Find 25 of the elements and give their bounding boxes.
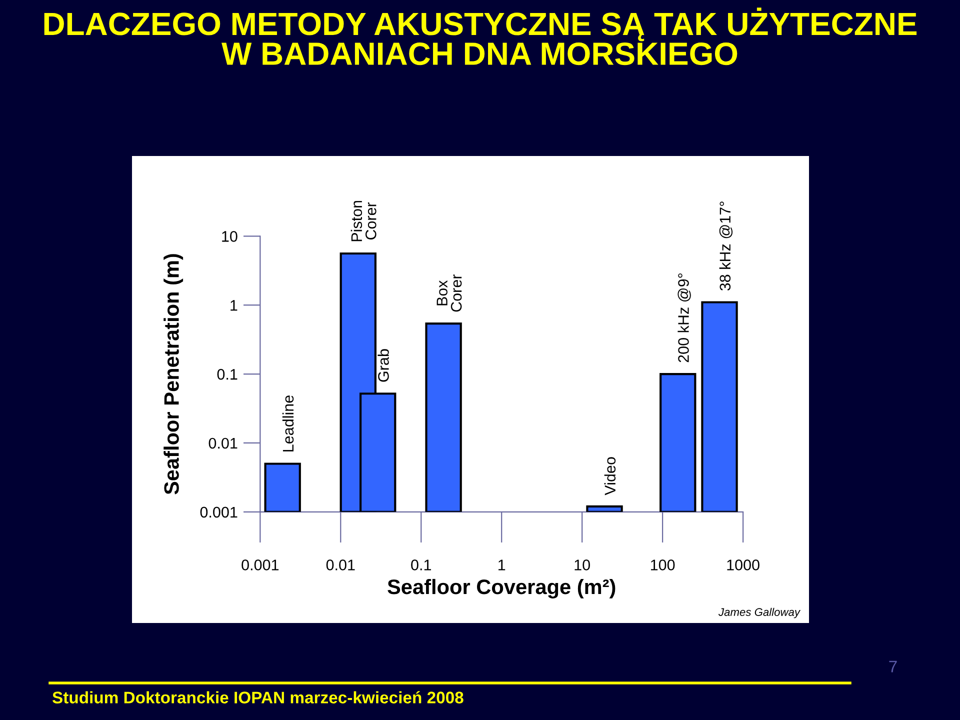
text: James Galloway	[718, 608, 801, 618]
x-tick-label: 0.1	[411, 560, 431, 570]
annotation: 38 kHz @17°	[719, 202, 733, 291]
y-axis-title: Seafloor Penetration (m)	[164, 254, 184, 494]
y-tick-label: 1	[230, 300, 238, 311]
text: 7	[889, 660, 897, 672]
x-axis-title: Seafloor Coverage (m²)	[388, 578, 616, 598]
text: Studium Doktoranckie IOPAN marzec-kwiecień 2008	[52, 691, 464, 704]
y-tick-label: 0.1	[217, 368, 238, 380]
y-tick-label: 0.01	[208, 438, 238, 449]
annotation: Leadline	[282, 396, 294, 452]
x-tick-label: 1000	[727, 560, 760, 570]
chart-title: DLACZEGO METODY AKUSTYCZNE SĄ TAK UŻYTECZNE W BADANIACH DNA MORSKIEGO	[44, 8, 917, 66]
y-tick-label: 0.001	[200, 506, 238, 518]
annotation: Piston Corer	[350, 200, 376, 242]
annotation: Box Corer	[436, 274, 462, 312]
y-tick-label: 10	[222, 231, 238, 242]
annotation: Grab	[378, 349, 389, 382]
x-tick-label: 0.01	[326, 560, 355, 570]
x-tick-label: 10	[574, 560, 590, 570]
annotation: Video	[604, 457, 616, 496]
x-tick-label: 100	[650, 560, 675, 570]
annotation: 200 kHz @9°	[678, 273, 691, 362]
x-tick-label: 1	[498, 560, 506, 570]
x-tick-label: 0.001	[242, 560, 279, 570]
